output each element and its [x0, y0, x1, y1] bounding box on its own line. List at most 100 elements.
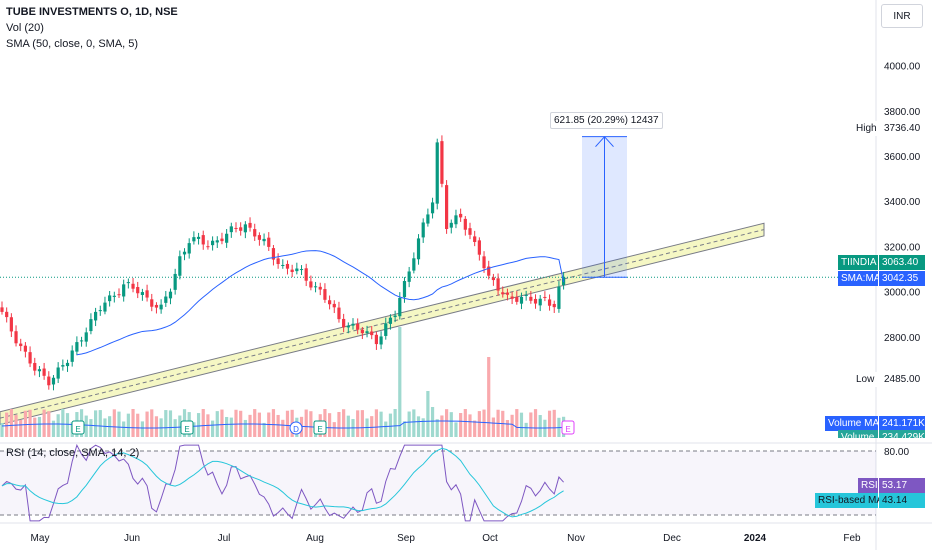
candle-body: [9, 317, 13, 332]
volume-bar: [547, 410, 552, 437]
candle-body: [98, 310, 102, 312]
candle-body: [388, 317, 393, 324]
volume-bar: [215, 411, 219, 437]
volume-bar: [61, 409, 65, 437]
candle-body: [178, 256, 182, 276]
candle-body: [459, 213, 463, 218]
volume-bar: [150, 409, 154, 437]
event-marker-label: E: [75, 425, 80, 434]
volume-bar: [533, 409, 538, 437]
candle-body: [328, 300, 332, 305]
candle-body: [449, 222, 453, 228]
candle-body: [435, 142, 439, 204]
candle-body: [257, 235, 261, 240]
candle-body: [103, 302, 107, 312]
sma-tag-label: SMA:MA: [838, 271, 880, 286]
candle-body: [229, 226, 233, 233]
time-tick-label: Feb: [843, 533, 861, 544]
candle-body: [37, 369, 42, 372]
volume-bar: [510, 414, 514, 437]
volume-bar: [19, 419, 23, 437]
volume-bar: [131, 409, 135, 437]
volume-value: 234.429K: [879, 430, 925, 438]
volume-bar: [248, 414, 252, 437]
time-tick-label: Jun: [124, 533, 140, 544]
candle-body: [356, 323, 360, 330]
volume-bar: [426, 391, 430, 437]
price-tick-label: 3000.00: [884, 288, 921, 299]
volume-bar: [140, 421, 144, 437]
candle-body: [524, 295, 528, 297]
volume-label: Volume: [838, 430, 878, 438]
candle-body: [557, 286, 561, 309]
volume-bar: [154, 416, 159, 437]
earnings-marker: [313, 420, 327, 435]
candle-body: [281, 264, 285, 266]
candle-body: [487, 266, 491, 276]
volume-bar: [225, 416, 229, 437]
volume-bar: [28, 409, 32, 437]
candle-body: [482, 256, 486, 269]
rsi-legend: RSI (14, close, SMA, 14, 2): [6, 447, 140, 459]
rsi-band: [0, 451, 876, 515]
rsi-tag-label: RSI: [858, 478, 878, 493]
rsi-tag-value: 53.17: [879, 478, 925, 493]
volume-bar: [192, 422, 196, 437]
volume-bar: [309, 411, 313, 437]
volume-bar: [360, 410, 364, 437]
candle-body: [421, 222, 425, 238]
candle-body: [248, 222, 252, 228]
candle-body: [159, 304, 163, 310]
volume-bar: [505, 420, 510, 437]
volume-bar: [552, 409, 556, 437]
candle-body: [477, 240, 481, 255]
candle-body: [108, 295, 112, 302]
time-tick-label: 2024: [744, 533, 767, 544]
time-tick-label: Jul: [218, 533, 231, 544]
candle-body: [65, 362, 70, 367]
volume-bar: [374, 409, 378, 437]
event-marker-label: D: [293, 425, 299, 434]
candle-body: [290, 269, 294, 273]
candle-body: [426, 214, 430, 224]
candle-body: [384, 323, 388, 336]
candle-body: [529, 296, 533, 301]
volume-bar: [14, 414, 18, 437]
candle-body: [318, 286, 322, 290]
volume-bar: [459, 413, 463, 437]
candle-body: [234, 227, 238, 229]
candle-body: [519, 296, 524, 304]
candle-body: [473, 236, 477, 242]
candle-body: [416, 238, 421, 260]
candle-body: [379, 336, 383, 345]
candle-body: [337, 307, 341, 320]
candle-body: [243, 224, 247, 233]
volume-bar: [346, 415, 350, 437]
candle-body: [112, 295, 116, 297]
measure-arrow-head: [595, 135, 614, 148]
volume-bar: [515, 409, 519, 437]
volume-bar: [211, 420, 215, 437]
price-tick-label: 3800.00: [884, 107, 921, 118]
candle-body: [70, 350, 74, 362]
volume-bar: [384, 421, 388, 437]
candle-body: [445, 185, 449, 229]
candle-body: [79, 340, 84, 342]
candle-body: [440, 141, 444, 184]
rsi-ma-line: [1, 447, 564, 518]
currency-selector[interactable]: INR: [881, 4, 923, 28]
volume-bar: [281, 419, 285, 437]
candle-body: [150, 299, 154, 307]
volume-bar: [435, 419, 439, 437]
candle-body: [454, 215, 458, 225]
volume-bar: [430, 407, 435, 437]
volume-ma-line: [1, 420, 564, 429]
rsi-ma-label: RSI-based MA: [815, 493, 883, 508]
candle-body: [402, 281, 407, 298]
volume-bar: [56, 414, 60, 437]
candle-body: [173, 273, 177, 290]
event-marker-label: E: [317, 425, 322, 434]
earnings-marker: [71, 420, 85, 435]
